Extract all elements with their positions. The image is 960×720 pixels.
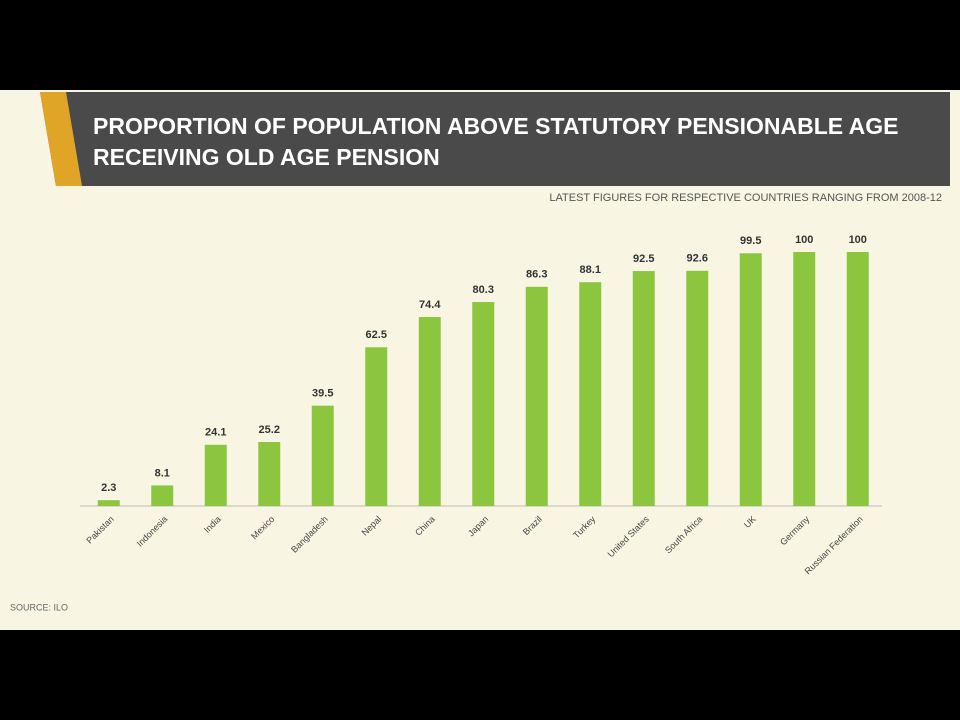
value-label: 25.2 <box>259 424 280 436</box>
value-label: 8.1 <box>155 467 170 479</box>
source: SOURCE: ILO <box>10 602 68 612</box>
value-label: 100 <box>849 234 867 246</box>
value-label: 80.3 <box>473 284 494 296</box>
value-label: 62.5 <box>366 329 387 341</box>
bar <box>686 270 709 506</box>
bar <box>204 444 227 506</box>
bar <box>579 282 602 506</box>
bar <box>472 302 495 506</box>
bar <box>365 347 388 506</box>
bar <box>739 253 762 506</box>
bar <box>311 405 334 506</box>
bar <box>258 441 281 506</box>
bar <box>525 286 548 506</box>
header-accent <box>40 92 82 186</box>
bar <box>151 485 174 506</box>
bar <box>418 317 441 506</box>
bar <box>632 271 655 506</box>
value-label: 99.5 <box>740 235 761 247</box>
value-label: 92.6 <box>687 253 708 265</box>
value-label: 86.3 <box>526 269 547 281</box>
subtitle: LATEST FIGURES FOR RESPECTIVE COUNTRIES … <box>549 192 942 204</box>
value-label: 2.3 <box>101 482 116 494</box>
header-band <box>40 92 950 186</box>
value-label: 74.4 <box>419 299 441 311</box>
value-label: 92.5 <box>633 253 654 265</box>
value-label: 88.1 <box>580 264 601 276</box>
chart-title: PROPORTION OF POPULATION ABOVE STATUTORY… <box>93 113 899 170</box>
value-label: 39.5 <box>312 388 333 400</box>
bar <box>793 252 816 506</box>
value-label: 100 <box>795 234 813 246</box>
bar <box>97 500 120 506</box>
bar <box>846 252 869 506</box>
value-label: 24.1 <box>205 427 226 439</box>
